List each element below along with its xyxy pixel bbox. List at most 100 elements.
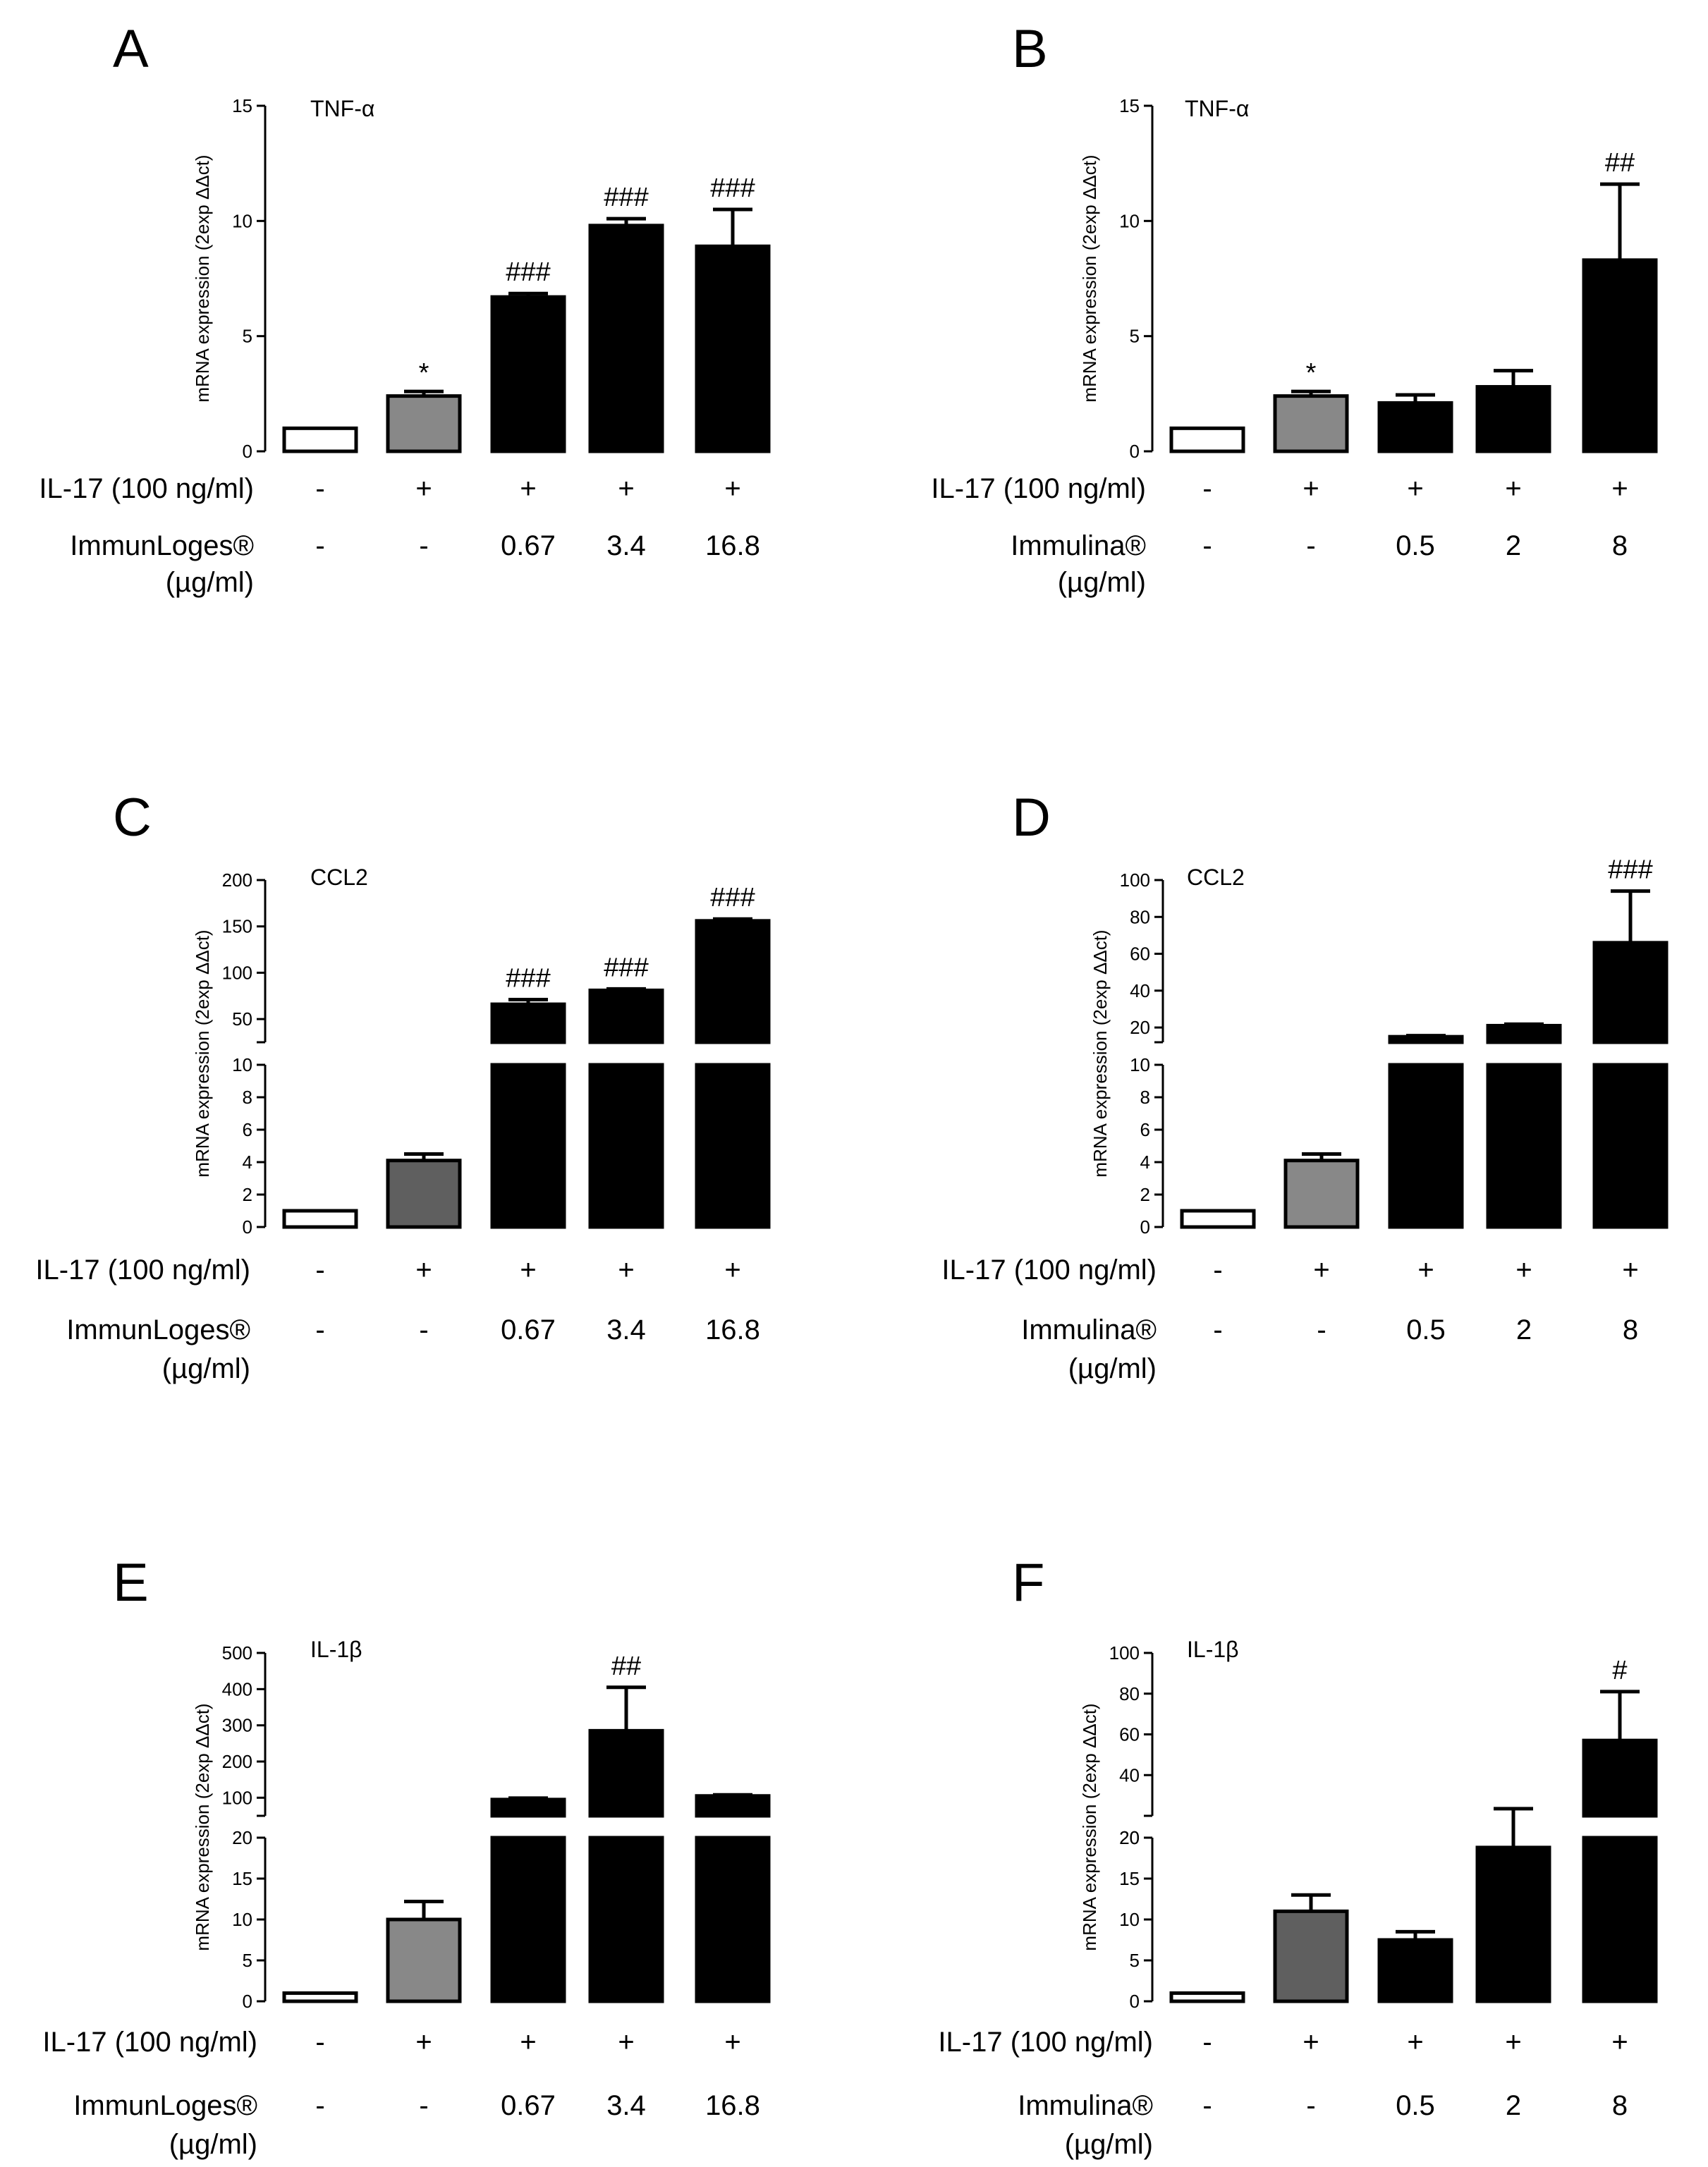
condition-row-label: (µg/ml) — [1068, 1353, 1157, 1384]
bars: ### — [1180, 855, 1669, 1229]
condition-cell: + — [1611, 2027, 1628, 2058]
condition-cell: 2 — [1506, 2090, 1521, 2121]
condition-cell: 0.67 — [501, 530, 556, 561]
bar — [1180, 1209, 1256, 1229]
condition-row-label: IL-17 (100 ng/ml) — [35, 1255, 250, 1286]
condition-row-label: IL-17 (100 ng/ml) — [42, 2027, 257, 2058]
panel-b: B TNF-α 0 5 10 15 mRNA expression (2exp ΔΔct) *… — [931, 19, 1658, 598]
condition-cell: - — [419, 530, 428, 561]
y-tick-label: 100 — [1120, 869, 1150, 891]
condition-cell: - — [315, 2090, 324, 2121]
y-tick-label: 0 — [243, 441, 252, 462]
condition-cell: 2 — [1516, 1314, 1532, 1345]
bar — [588, 1728, 664, 1818]
bar — [1169, 426, 1245, 453]
condition-row-label: (µg/ml) — [166, 567, 254, 598]
y-tick-label: 100 — [222, 962, 252, 983]
y-tick-label: 20 — [1119, 1827, 1140, 1848]
condition-table: IL-17 (100 ng/ml) - + + + + Immulina® (µg/ml) - -… — [941, 1255, 1638, 1384]
condition-cell: - — [1317, 1314, 1326, 1345]
bar-lower-segment — [695, 1836, 771, 2003]
y-axis-label: mRNA expression (2exp ΔΔct) — [1079, 1703, 1100, 1951]
condition-cell: 3.4 — [606, 1314, 646, 1345]
condition-row-label: IL-17 (100 ng/ml) — [938, 2027, 1153, 2058]
condition-cell: - — [419, 2090, 428, 2121]
panel-a: A TNF-α 0 5 10 15 mRNA expression (2exp ΔΔct) *… — [39, 19, 771, 598]
condition-table: IL-17 (100 ng/ml) - + + + + Immulina® (µg/ml) - -… — [938, 2027, 1628, 2160]
condition-table: IL-17 (100 ng/ml) - + + + + Immulina® (µg/ml) - -… — [931, 473, 1628, 598]
condition-row-label: Immulina® — [1018, 2090, 1153, 2121]
condition-cell: + — [1515, 1255, 1532, 1286]
bar — [1169, 1991, 1245, 2003]
bar — [282, 426, 358, 453]
y-tick-label: 4 — [243, 1152, 252, 1173]
bar — [1273, 1909, 1349, 2003]
y-tick-label: 10 — [1130, 1054, 1150, 1075]
condition-cell: 0.67 — [501, 2090, 556, 2121]
bar — [282, 1991, 358, 2003]
condition-cell: - — [315, 1314, 324, 1345]
condition-cell: - — [1306, 530, 1315, 561]
panel-c: C CCL2 0 2 4 6 8 10 50 100 150 200 mRNA expression (… — [35, 788, 771, 1384]
y-tick-label: 0 — [1140, 1216, 1150, 1238]
y-axis: 0 5 10 15 mRNA expression (2exp ΔΔct) — [1079, 95, 1154, 462]
condition-cell: + — [415, 1255, 432, 1286]
y-axis-label: mRNA expression (2exp ΔΔct) — [1090, 929, 1111, 1177]
y-tick-label: 200 — [222, 869, 252, 891]
y-tick-label: 15 — [232, 1868, 252, 1889]
condition-row-label: (µg/ml) — [162, 1353, 250, 1384]
condition-cell: - — [315, 530, 324, 561]
significance-label: ### — [506, 257, 550, 287]
condition-cell: + — [1303, 2027, 1319, 2058]
condition-cell: - — [315, 1255, 324, 1286]
gene-title: IL-1β — [1187, 1637, 1239, 1662]
bar — [490, 295, 566, 453]
gene-title: CCL2 — [1187, 865, 1245, 890]
y-tick-label: 100 — [1109, 1642, 1140, 1664]
y-tick-label: 80 — [1119, 1683, 1140, 1704]
panel-letter: E — [113, 1553, 149, 1613]
y-tick-label: 500 — [222, 1642, 252, 1664]
condition-cell: + — [520, 473, 536, 504]
significance-label: ### — [1608, 855, 1652, 885]
bars: * ## — [1169, 148, 1658, 453]
condition-cell: 0.5 — [1396, 2090, 1435, 2121]
y-tick-label: 5 — [243, 1950, 252, 1971]
condition-cell: + — [1407, 2027, 1423, 2058]
y-tick-label: 150 — [222, 916, 252, 937]
gene-title: TNF-α — [1185, 96, 1249, 121]
y-tick-label: 15 — [232, 95, 252, 116]
y-tick-label: 60 — [1130, 944, 1150, 965]
gene-title: IL-1β — [310, 1637, 362, 1662]
condition-cell: 0.5 — [1396, 530, 1435, 561]
bar — [1475, 385, 1551, 453]
y-tick-label: 6 — [243, 1119, 252, 1140]
y-axis-label: mRNA expression (2exp ΔΔct) — [192, 1703, 213, 1951]
y-axis-label: mRNA expression (2exp ΔΔct) — [1079, 154, 1100, 402]
condition-table: IL-17 (100 ng/ml) - + + + + ImmunLoges® (µg/ml)… — [39, 473, 760, 598]
bars: # — [1169, 1656, 1658, 2003]
bars: ## — [282, 1652, 771, 2003]
bar — [490, 1002, 566, 1044]
bar — [1582, 1738, 1658, 1818]
condition-cell: + — [415, 473, 432, 504]
condition-cell: + — [1303, 473, 1319, 504]
y-axis: 0 2 4 6 8 10 20 40 60 80 100 mRNA expression (2exp … — [1090, 869, 1164, 1238]
bar — [282, 1209, 358, 1229]
bar — [1475, 1845, 1551, 2003]
panel-letter: B — [1012, 19, 1048, 79]
bar-lower-segment — [1582, 1836, 1658, 2003]
condition-cell: 0.5 — [1406, 1314, 1446, 1345]
condition-row-label: ImmunLoges® — [73, 2090, 257, 2121]
condition-cell: 16.8 — [705, 530, 760, 561]
y-tick-label: 200 — [222, 1751, 252, 1772]
condition-cell: + — [618, 473, 634, 504]
bar — [695, 244, 771, 453]
bar — [386, 1159, 462, 1229]
condition-cell: + — [1505, 473, 1521, 504]
bar — [490, 1797, 566, 1818]
bar — [1388, 1034, 1464, 1044]
condition-cell: - — [1202, 473, 1212, 504]
condition-cell: - — [1202, 2090, 1212, 2121]
